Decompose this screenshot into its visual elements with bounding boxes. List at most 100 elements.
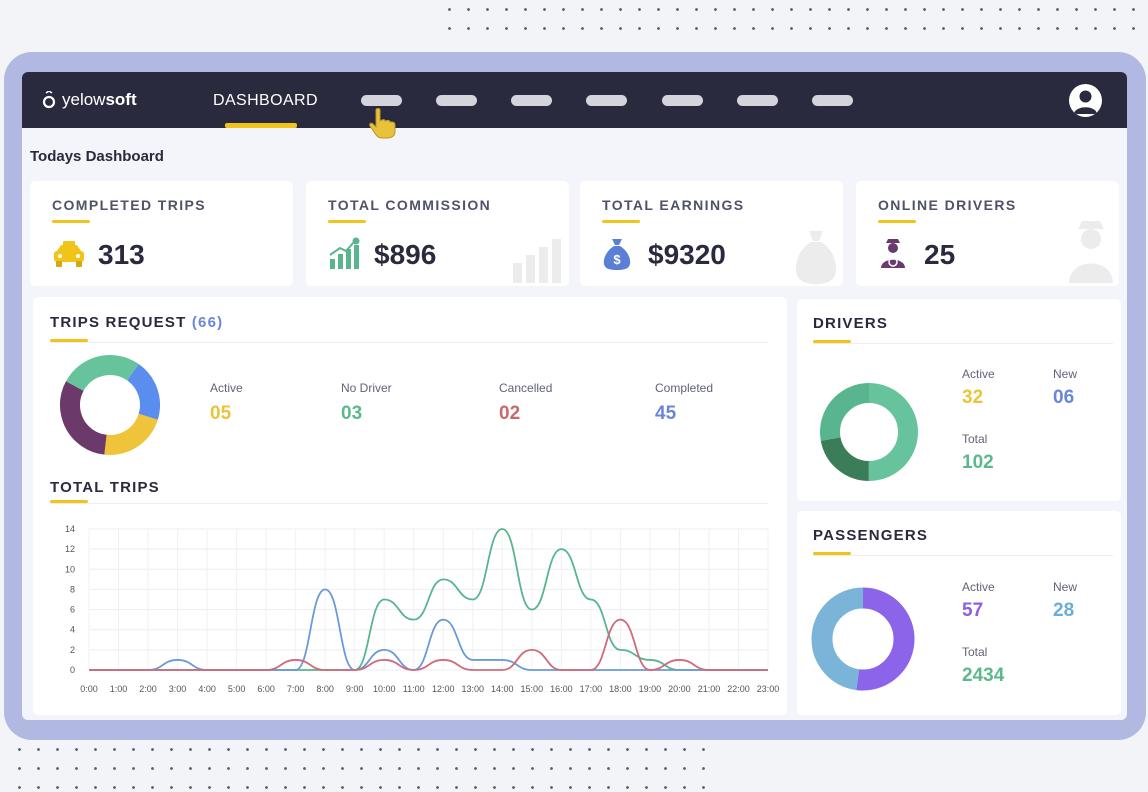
divider <box>813 343 1113 344</box>
trips-request-label: TRIPS REQUEST <box>50 314 187 331</box>
metric-label-completed: Completed <box>655 381 714 395</box>
stat-label: ONLINE DRIVERS <box>878 197 1017 213</box>
svg-text:$: $ <box>613 252 621 267</box>
trips-request-donut-chart <box>60 355 160 455</box>
drivers-total-value: 102 <box>962 452 994 473</box>
tab-dashboard[interactable]: DASHBOARD <box>213 92 318 109</box>
hand-pointer-icon <box>369 108 396 139</box>
trips-request-title: TRIPS REQUEST (66) <box>50 314 223 331</box>
top-navbar: yelowsoft DASHBOARD <box>22 72 1127 139</box>
drivers-donut-segment-2 <box>820 383 918 481</box>
x-tick-label: 0:00 <box>80 684 98 694</box>
x-tick-label: 10:00 <box>373 684 396 694</box>
y-tick-label: 8 <box>70 584 75 594</box>
driver-icon <box>881 239 905 268</box>
nav-item-placeholder-5[interactable] <box>662 95 703 106</box>
stat-value: 313 <box>98 239 145 270</box>
passengers-active-label: Active <box>962 580 995 594</box>
nav-item-placeholder-4[interactable] <box>586 95 627 106</box>
active-tab-indicator <box>225 123 297 128</box>
y-tick-label: 0 <box>70 665 75 675</box>
series-line-0 <box>89 528 768 671</box>
x-tick-label: 14:00 <box>491 684 514 694</box>
metric-value-cancelled: 02 <box>499 403 521 424</box>
stat-label: COMPLETED TRIPS <box>52 197 207 213</box>
y-tick-label: 10 <box>65 564 75 574</box>
x-tick-label: 4:00 <box>198 684 216 694</box>
taxi-icon <box>54 241 84 267</box>
passengers-active-value: 57 <box>962 600 984 621</box>
metric-value-no-driver: 03 <box>341 403 363 424</box>
decorative-dots-bottom <box>10 740 710 792</box>
x-tick-label: 9:00 <box>346 684 364 694</box>
metric-label-no-driver: No Driver <box>341 381 392 395</box>
accent-underline <box>52 220 90 223</box>
dashboard-window: yelowsoft DASHBOARD Todays Dashboard COM… <box>22 72 1127 720</box>
growth-chart-icon <box>329 237 360 269</box>
drivers-new-value: 06 <box>1053 387 1075 408</box>
x-tick-label: 5:00 <box>228 684 246 694</box>
growth-chart-watermark-icon <box>513 239 561 283</box>
stat-label: TOTAL COMMISSION <box>328 197 492 213</box>
x-tick-label: 20:00 <box>668 684 691 694</box>
accent-underline <box>878 220 916 223</box>
metric-value-active: 05 <box>210 403 232 424</box>
trips-panel: TRIPS REQUEST (66) Active 05 No Driver 0… <box>33 297 787 715</box>
accent-underline <box>50 500 88 503</box>
accent-underline <box>813 340 851 343</box>
stat-card-total-earnings: TOTAL EARNINGS $ $9320 <box>580 181 843 286</box>
x-tick-label: 3:00 <box>169 684 187 694</box>
drivers-total-label: Total <box>962 432 988 446</box>
y-tick-label: 14 <box>65 524 75 534</box>
y-tick-label: 6 <box>70 605 75 615</box>
divider <box>50 503 768 504</box>
total-trips-title: TOTAL TRIPS <box>50 479 160 496</box>
accent-underline <box>50 339 88 342</box>
page-title: Todays Dashboard <box>30 148 164 165</box>
passengers-total-label: Total <box>962 645 988 659</box>
drivers-active-label: Active <box>962 367 995 381</box>
stat-value: $9320 <box>648 239 726 270</box>
drivers-active-value: 32 <box>962 387 984 408</box>
y-tick-label: 12 <box>65 544 75 554</box>
passengers-new-value: 28 <box>1053 600 1075 621</box>
passengers-panel: PASSENGERS Active 57 New 28 Total 2434 <box>797 511 1121 715</box>
user-icon <box>1074 90 1097 114</box>
x-tick-label: 22:00 <box>727 684 750 694</box>
user-avatar[interactable] <box>1069 84 1102 117</box>
passengers-title: PASSENGERS <box>813 527 929 544</box>
driver-watermark-icon <box>1069 221 1113 283</box>
nav-item-placeholder-7[interactable] <box>812 95 853 106</box>
passengers-donut-chart <box>811 587 915 691</box>
nav-item-placeholder-2[interactable] <box>436 95 477 106</box>
trips-request-count: (66) <box>191 314 224 331</box>
accent-underline <box>602 220 640 223</box>
x-tick-label: 17:00 <box>580 684 603 694</box>
y-tick-label: 2 <box>70 645 75 655</box>
logo-text-light: yelow <box>62 90 106 109</box>
drivers-new-label: New <box>1053 367 1078 381</box>
passengers-new-label: New <box>1053 580 1078 594</box>
nav-item-placeholder-1[interactable] <box>361 95 402 106</box>
x-tick-label: 18:00 <box>609 684 632 694</box>
drivers-panel: DRIVERS Active 32 New 06 Total 102 <box>797 299 1121 501</box>
metric-label-active: Active <box>210 381 243 395</box>
x-tick-label: 15:00 <box>521 684 544 694</box>
divider <box>813 555 1113 556</box>
x-tick-label: 19:00 <box>639 684 662 694</box>
decorative-dots-top <box>440 0 1148 46</box>
metric-value-completed: 45 <box>655 403 677 424</box>
divider <box>50 342 768 343</box>
stat-card-completed-trips: COMPLETED TRIPS 313 <box>30 181 293 286</box>
trips-donut-segment-1 <box>60 355 160 455</box>
drivers-title: DRIVERS <box>813 315 889 332</box>
x-tick-label: 8:00 <box>316 684 334 694</box>
y-tick-label: 4 <box>70 625 75 635</box>
nav-item-placeholder-3[interactable] <box>511 95 552 106</box>
x-tick-label: 23:00 <box>757 684 780 694</box>
stat-card-total-commission: TOTAL COMMISSION $896 <box>306 181 569 286</box>
nav-item-placeholder-6[interactable] <box>737 95 778 106</box>
passengers-total-value: 2434 <box>962 665 1005 686</box>
trips-donut-segment-3 <box>60 355 160 455</box>
logo[interactable]: yelowsoft <box>42 90 137 110</box>
